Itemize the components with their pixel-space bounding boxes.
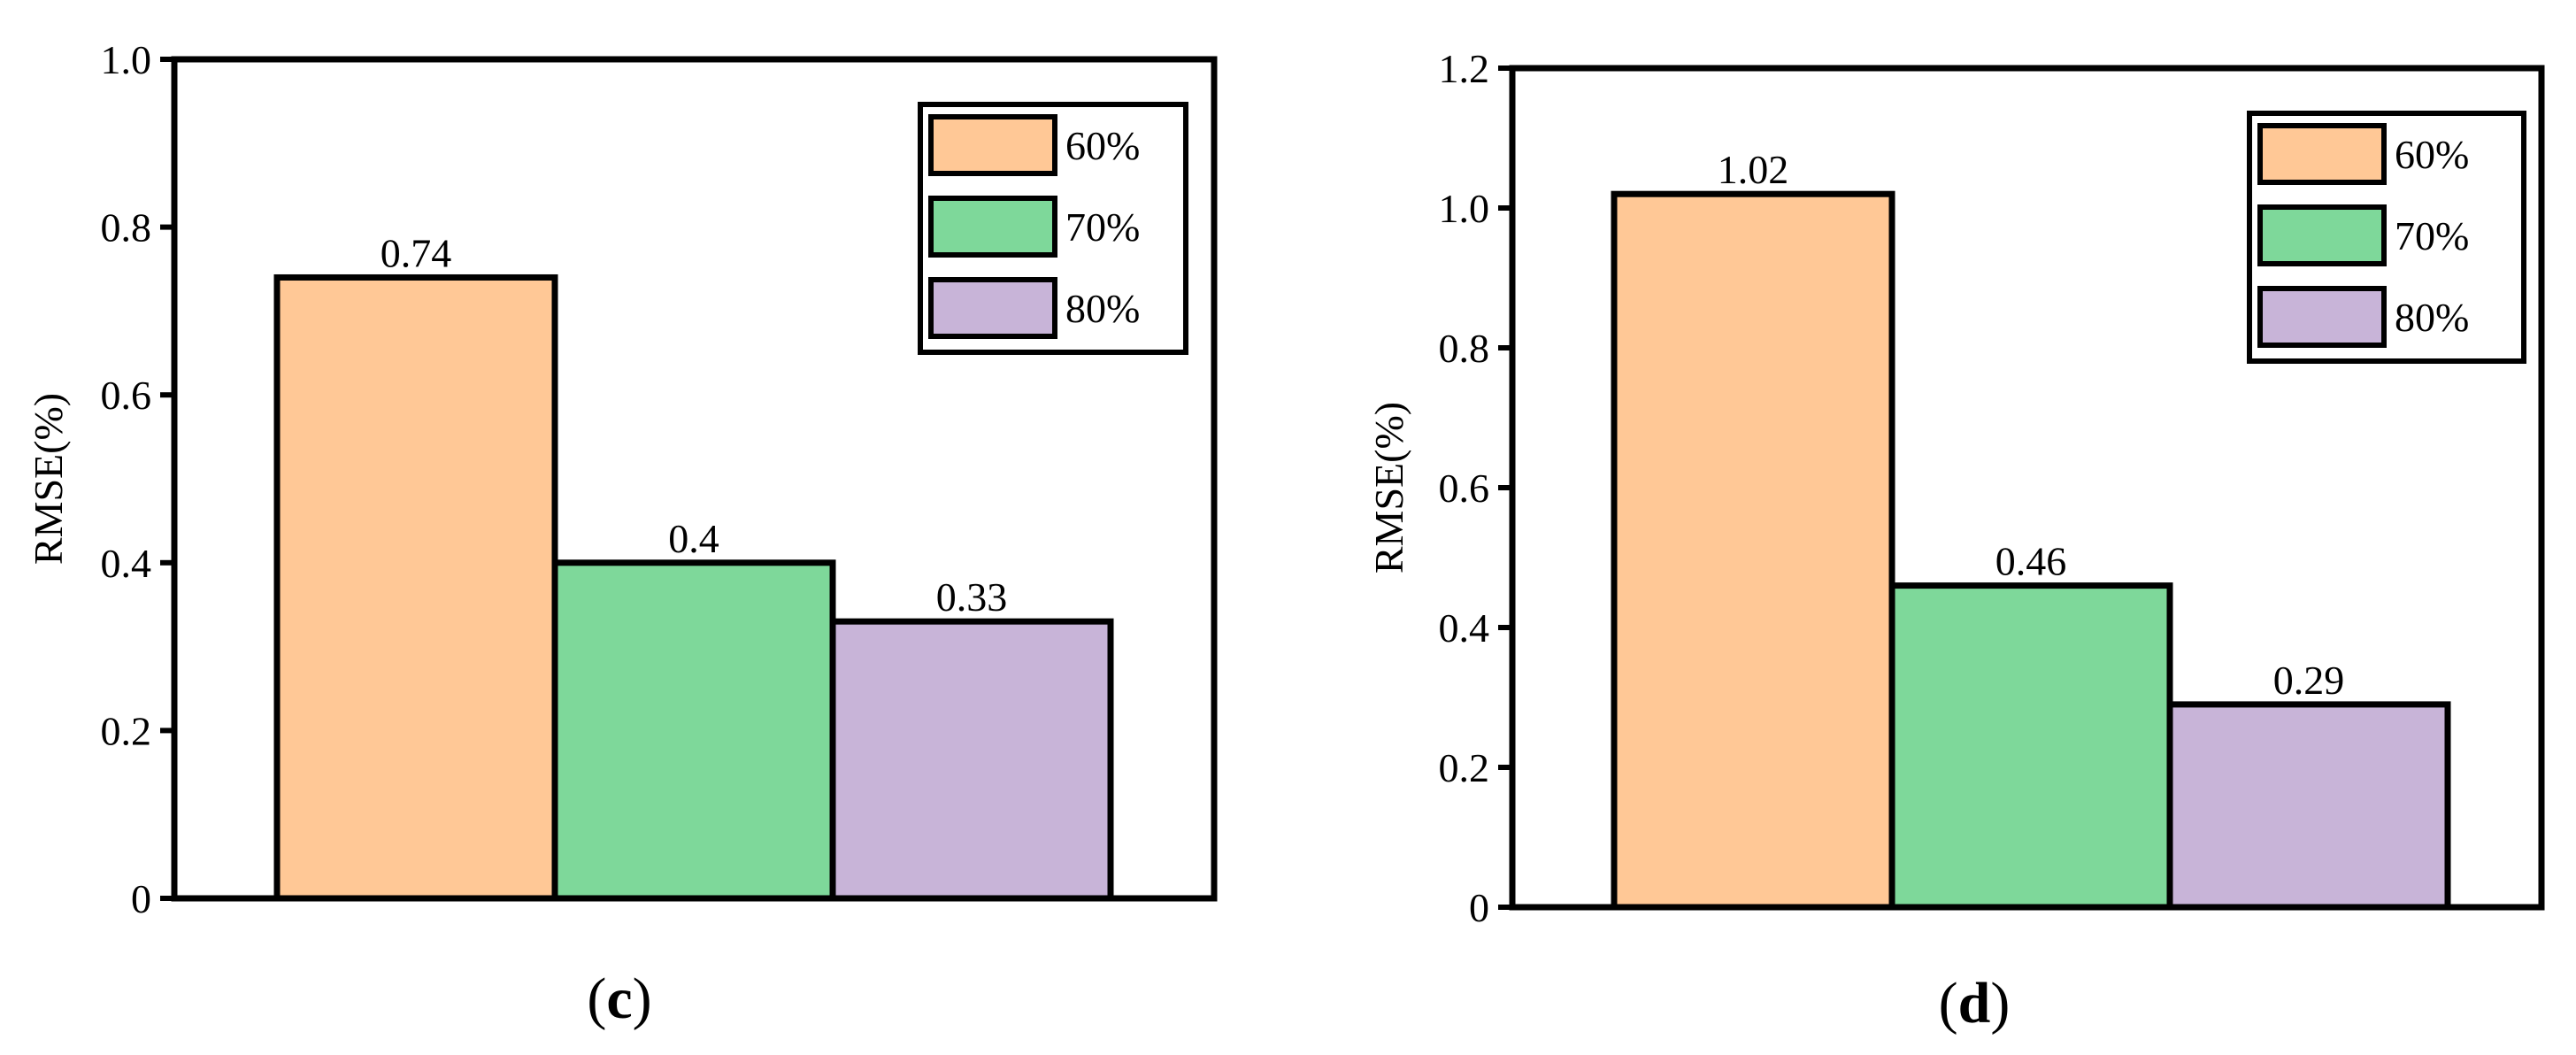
y-tick-label: 0.6	[101, 373, 152, 418]
bar-80pct	[2166, 701, 2451, 911]
legend-swatch-60pct	[2257, 123, 2387, 185]
y-axis-label: RMSE(%)	[1366, 402, 1411, 574]
data-label: 0.29	[2273, 658, 2345, 703]
legend-swatch-60pct	[928, 114, 1057, 176]
y-tick-label: 0.2	[1439, 745, 1490, 790]
legend-label: 60%	[2395, 132, 2469, 177]
panel-label-open: (	[587, 966, 606, 1031]
legend-label: 60%	[1065, 123, 1140, 168]
legend-swatch-70pct	[928, 196, 1057, 258]
y-tick-label: 0	[1469, 885, 1489, 930]
panel-label-close: )	[633, 966, 652, 1031]
y-tick-label: 0.4	[1439, 605, 1490, 651]
bar-70pct	[551, 559, 836, 902]
legend-swatch-70pct	[2257, 204, 2387, 266]
y-tick-label: 1.0	[101, 37, 152, 82]
panel-label-letter: c	[606, 966, 632, 1031]
plot-frame	[171, 56, 1218, 902]
y-tick-label: 1.0	[1439, 186, 1490, 231]
data-label: 0.4	[668, 516, 719, 561]
data-label: 0.46	[1995, 539, 2067, 584]
bar-60pct	[1611, 190, 1895, 911]
legend-label: 80%	[2395, 295, 2469, 340]
panel-label-letter: d	[1958, 971, 1991, 1036]
y-tick-label: 0.2	[101, 708, 152, 753]
y-tick-label: 0	[131, 876, 151, 921]
y-tick-label: 0.8	[1439, 326, 1490, 371]
y-tick-label: 0.4	[101, 541, 152, 586]
y-axis-label: RMSE(%)	[26, 393, 71, 565]
panel-label-open: (	[1939, 971, 1958, 1036]
chart-panel-d: 1.02 0.46 0.29 0 0.2 0.4 0.6 0.8 1.0 1.2 RMSE(%) 60…	[1366, 46, 2545, 1036]
chart-panel-c: 0.74 0.4 0.33 0 0.2 0.4 0.6 0.8 1.0 RMSE(%) 60% 70%…	[26, 37, 1218, 1031]
bar-80pct	[829, 618, 1114, 902]
y-tick-label: 0.6	[1439, 466, 1490, 511]
panel-label-close: )	[1990, 971, 2010, 1036]
bar-70pct	[1888, 582, 2173, 911]
y-tick-label: 0.8	[101, 205, 152, 250]
data-label: 0.74	[381, 230, 452, 275]
legend-label: 70%	[2395, 213, 2469, 258]
data-label: 0.33	[936, 574, 1008, 620]
legend-label: 70%	[1065, 204, 1140, 250]
y-tick-label: 1.2	[1439, 46, 1490, 91]
data-label: 1.02	[1718, 147, 1789, 192]
bar-60pct	[273, 273, 558, 902]
legend-swatch-80pct	[928, 277, 1057, 339]
legend-label: 80%	[1065, 286, 1140, 331]
panel-label: (c)	[587, 966, 651, 1031]
legend-swatch-80pct	[2257, 286, 2387, 348]
panel-label: (d)	[1939, 971, 2011, 1036]
